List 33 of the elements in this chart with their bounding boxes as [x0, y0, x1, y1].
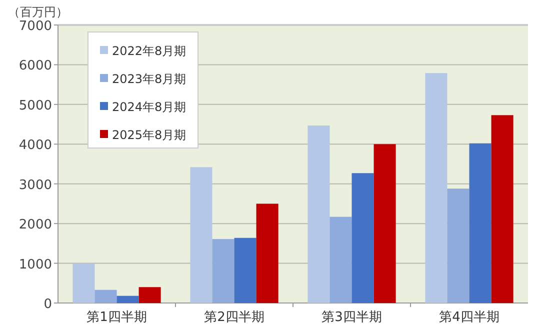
bar [190, 167, 212, 303]
bar [447, 188, 470, 303]
y-tick-label: 0 [44, 297, 52, 312]
x-tick-label: 第2四半期 [204, 310, 264, 325]
y-tick-label: 5000 [18, 98, 52, 114]
bar [256, 204, 278, 303]
bar [425, 73, 448, 303]
y-tick-label: 2000 [18, 218, 52, 233]
bar [469, 143, 492, 303]
bar [94, 290, 117, 303]
x-tick-label: 第3四半期 [322, 310, 382, 325]
legend-label: 2022年8月期 [112, 44, 186, 58]
bar [491, 115, 514, 303]
bar [72, 263, 95, 303]
y-tick-label: 6000 [18, 58, 52, 74]
bar [374, 144, 396, 303]
y-tick-label: 3000 [18, 178, 52, 193]
legend-label: 2025年8月期 [112, 128, 186, 142]
legend-label: 2024年8月期 [112, 100, 186, 114]
bar [308, 125, 330, 303]
bar [138, 287, 161, 303]
y-tick-label: 7000 [18, 19, 52, 34]
y-tick-label: 1000 [18, 257, 52, 272]
bar [330, 216, 352, 303]
bar [212, 239, 234, 303]
legend-label: 2023年8月期 [112, 72, 186, 86]
bar [352, 173, 374, 303]
y-tick-label: 4000 [18, 138, 52, 154]
y-axis-title: （百万円） [8, 5, 68, 19]
bar [234, 238, 256, 303]
x-tick-label: 第1四半期 [86, 310, 147, 325]
bar [116, 296, 139, 303]
x-tick-label: 第4四半期 [439, 310, 500, 325]
